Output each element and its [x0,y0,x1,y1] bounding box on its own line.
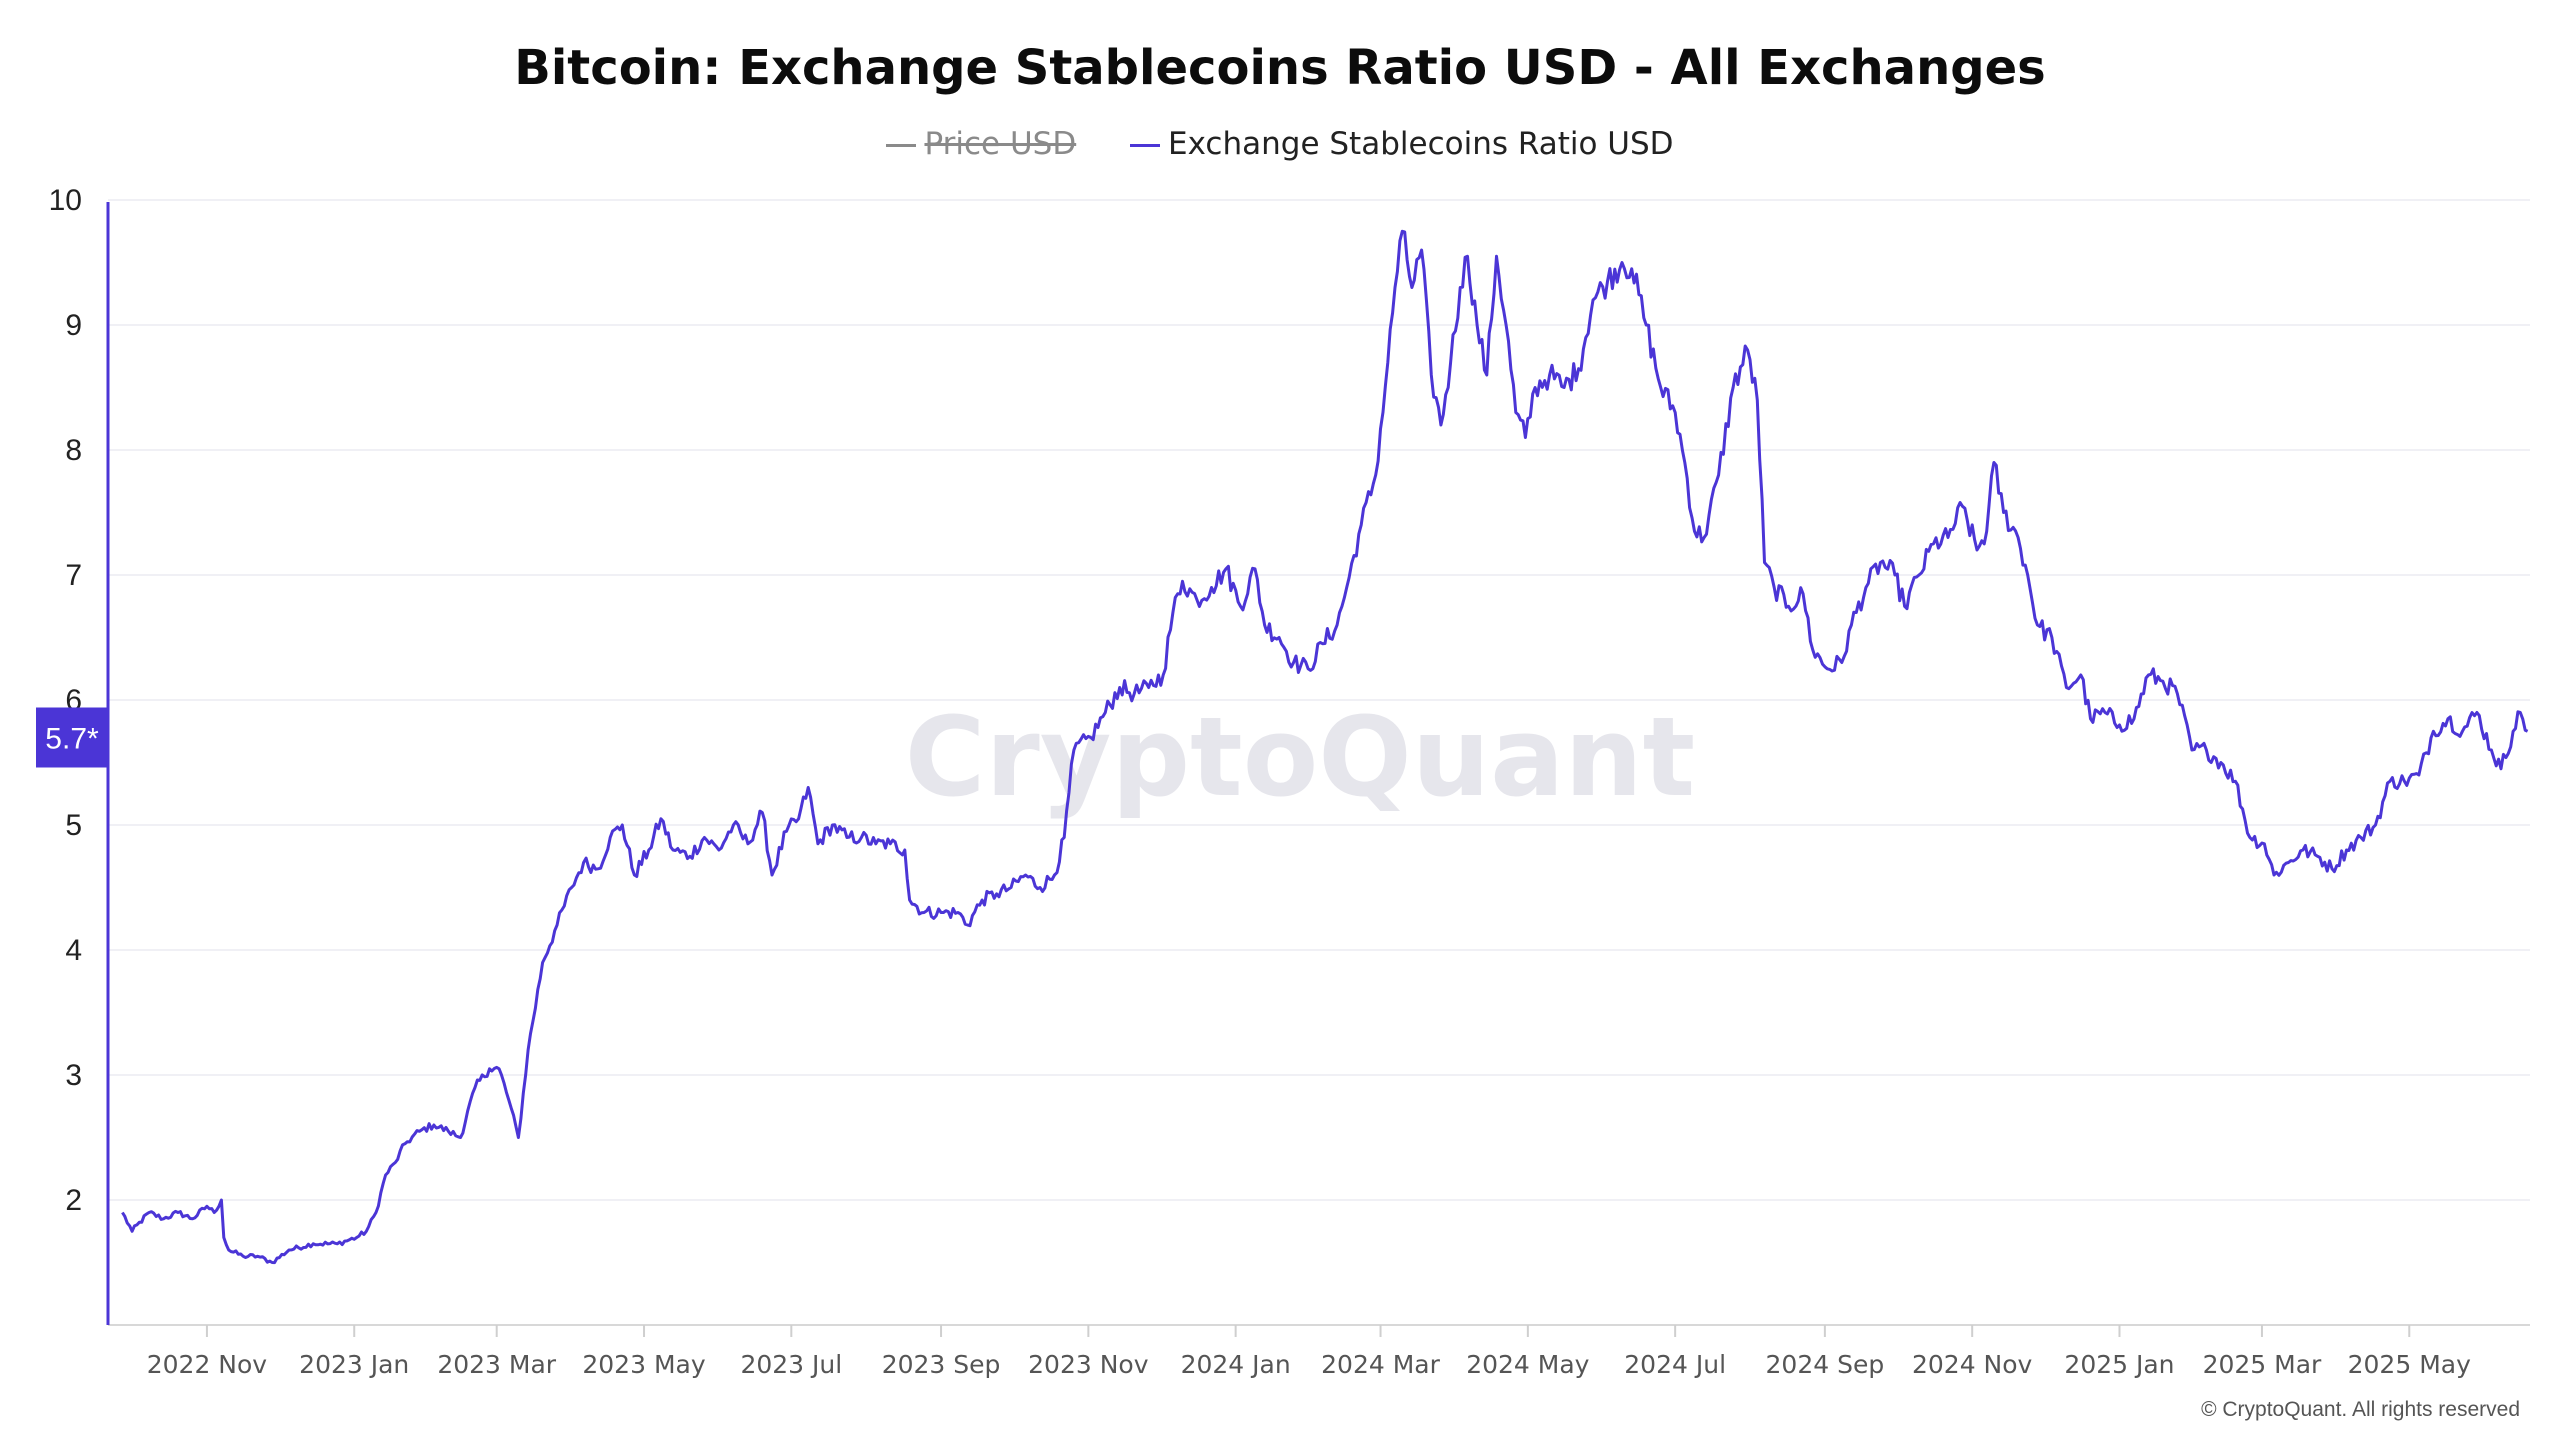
y-tick-label: 4 [65,934,82,967]
legend-label-ratio: Exchange Stablecoins Ratio USD [1168,125,1674,162]
current-value-badge-box [36,707,108,768]
current-value-badge-label: 5.7* [45,723,99,756]
x-tick-label: 2025 May [2348,1350,2471,1379]
x-axis-labels: 2022 Nov 2023 Jan 2023 Mar 2023 May 2023 Jul… [147,1350,2471,1379]
x-tick-label: 2025 Jan [2064,1350,2174,1379]
x-tick-label: 2023 Sep [882,1350,1001,1379]
y-tick-label: 2 [65,1184,82,1217]
x-tick-label: 2025 Mar [2203,1350,2322,1379]
legend-label-price: Price USD [924,125,1077,162]
x-tick-label: 2024 Sep [1766,1350,1885,1379]
x-tick-label: 2023 May [582,1350,705,1379]
series-line-stablecoins-ratio [121,229,2529,1265]
y-tick-label: 3 [65,1059,82,1092]
y-tick-label: 7 [65,559,82,592]
legend-swatch-price [886,143,917,147]
x-tick-label: 2024 Jan [1181,1350,1291,1379]
x-tick-label: 2023 Jan [299,1350,409,1379]
y-tick-label: 8 [65,434,82,467]
legend-item-stablecoins-ratio[interactable]: Exchange Stablecoins Ratio USD [1130,125,1674,162]
x-tick-label: 2024 Jul [1624,1350,1726,1379]
current-value-badge: 5.7* [36,707,108,768]
x-tick-label: 2023 Nov [1028,1350,1149,1379]
legend-item-price-usd[interactable]: Price USD [886,126,1076,162]
watermark-cryptoquant: CryptoQuant [905,693,1696,821]
legend: Price USD Exchange Stablecoins Ratio USD [0,124,2560,162]
chart-title: Bitcoin: Exchange Stablecoins Ratio USD … [514,40,2046,96]
x-tick-label: 2022 Nov [147,1350,268,1379]
x-tick-label: 2024 May [1466,1350,1589,1379]
gridlines [108,199,2530,1201]
y-tick-label: 9 [65,309,82,342]
legend-swatch-ratio [1130,143,1161,147]
copyright-notice: © CryptoQuant. All rights reserved [2201,1398,2520,1421]
x-tick-label: 2024 Nov [1912,1350,2033,1379]
x-tick-label: 2024 Mar [1321,1350,1440,1379]
x-tick-label: 2023 Jul [740,1350,842,1379]
y-tick-label: 10 [49,184,82,217]
x-tick-label: 2023 Mar [437,1350,556,1379]
y-tick-label: 5 [65,809,82,842]
x-axis-ticks [205,1325,2411,1337]
